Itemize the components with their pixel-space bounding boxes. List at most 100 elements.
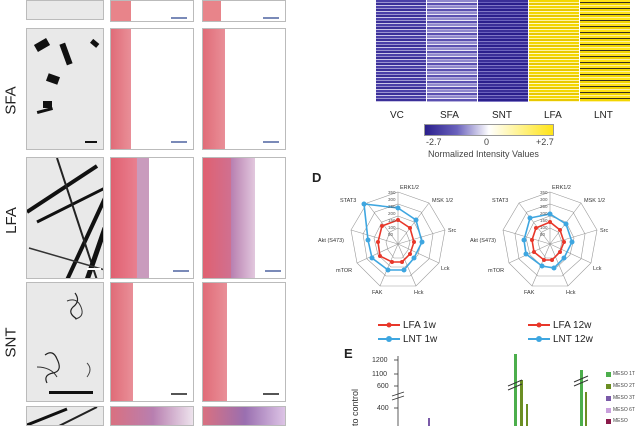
scale-bar	[85, 141, 97, 143]
legend-item-lnt-1w: LNT 1w	[378, 332, 468, 346]
legend-left: LFA 1w LNT 1w	[378, 318, 468, 346]
tem-sfa-panel	[26, 28, 104, 150]
heatmap-label-vc: VC	[390, 110, 404, 121]
axis-label-erk: ERK1/2	[400, 185, 419, 191]
legend-item-e-2: MESO 2T	[606, 380, 640, 392]
series-lnt-1w	[363, 203, 423, 271]
radar-grid	[502, 191, 598, 287]
heatmap-column-lnt	[580, 0, 630, 102]
tick-300: 300	[388, 197, 396, 202]
heatmap-label-lnt: LNT	[594, 110, 613, 121]
heatmap	[376, 0, 630, 104]
bar	[514, 354, 517, 426]
axis-label-fak: FAK	[372, 290, 383, 296]
radar-chart-right: ERK1/2 MSK 1/2 Src Lck Hck FAK mTOR Akt …	[470, 185, 609, 296]
histo-snt-1	[110, 282, 194, 402]
bar	[585, 392, 587, 426]
series-lnt-12w	[523, 213, 573, 269]
row-label-sfa: SFA	[2, 85, 20, 115]
y-tick-1100: 1100	[372, 371, 387, 378]
tick-250: 250	[540, 204, 548, 209]
tick-250: 250	[388, 204, 396, 209]
scale-mid-label: 0	[484, 137, 490, 147]
legend-item-lfa-1w: LFA 1w	[378, 318, 468, 332]
axis-label-msk: MSK 1/2	[432, 198, 453, 204]
scale-bar	[49, 391, 93, 394]
radar-grid	[350, 191, 446, 287]
legend-item-lfa-12w: LFA 12w	[528, 318, 628, 332]
axis-label-src: Src	[600, 228, 609, 234]
heatmap-label-snt: SNT	[492, 110, 512, 121]
heatmap-column-sfa	[427, 0, 477, 102]
histo-sfa-2	[202, 28, 286, 150]
axis-label-mtor: mTOR	[488, 268, 504, 274]
tick-200: 200	[388, 211, 396, 216]
legend-right: LFA 12w LNT 12w	[528, 318, 628, 346]
legend-e: MESO 1T MESO 2T MESO 3T MESO 6T MESO	[606, 368, 640, 426]
histo-top-2	[202, 0, 286, 22]
scale-min-label: -2.7	[426, 137, 442, 147]
heatmap-label-lfa: LFA	[544, 110, 562, 121]
tick-150: 150	[388, 218, 396, 223]
legend-item-e-3: MESO 3T	[606, 392, 640, 404]
histo-sfa-1	[110, 28, 194, 150]
axis-label-stat3: STAT3	[340, 198, 356, 204]
radar-chart-left: ERK1/2 MSK 1/2 Src Lck Hck FAK mTOR Akt …	[318, 185, 457, 296]
tem-top-strip	[26, 0, 104, 20]
legend-item-lnt-12w: LNT 12w	[528, 332, 628, 346]
tick-300: 300	[540, 197, 548, 202]
row-label-lfa: LFA	[2, 206, 20, 234]
scale-caption: Normalized Intensity Values	[428, 149, 539, 159]
tick-150: 150	[540, 218, 548, 223]
bar	[526, 404, 528, 426]
color-scale-bar	[424, 124, 554, 136]
tem-snt-panel	[26, 282, 104, 402]
row-label-snt: SNT	[2, 327, 20, 357]
axis-label-hck: Hck	[566, 290, 576, 296]
tick-350: 350	[388, 190, 396, 195]
series-lfa-1w	[377, 219, 415, 263]
snt-tubes-image	[36, 292, 91, 384]
axis-label-mtor: mTOR	[336, 268, 352, 274]
tick-100: 100	[540, 225, 548, 230]
scale-max-label: +2.7	[536, 137, 554, 147]
legend-item-e-4: MESO 6T	[606, 404, 640, 416]
panel-d-label: D	[312, 170, 322, 185]
axis-label-hck: Hck	[414, 290, 424, 296]
tick-350: 350	[540, 190, 548, 195]
axis-label-fak: FAK	[524, 290, 535, 296]
histo-bottom-2	[202, 406, 286, 426]
axis-label-msk: MSK 1/2	[584, 198, 605, 204]
axis-label-akt: Akt (S473)	[318, 238, 344, 244]
heatmap-column-vc	[376, 0, 426, 102]
axis-label-lck: Lck	[593, 266, 602, 272]
histo-bottom-1	[110, 406, 194, 426]
y-axis-label: to control	[350, 389, 360, 426]
legend-item-e-5: MESO	[606, 416, 640, 426]
heatmap-column-lfa	[529, 0, 579, 102]
sfa-fibers-image	[33, 38, 100, 115]
histo-lfa-2	[202, 157, 286, 279]
axis-label-akt: Akt (S473)	[470, 238, 496, 244]
tem-bottom-strip	[26, 406, 104, 426]
panel-e-label: E	[344, 346, 353, 361]
bar	[428, 418, 430, 426]
histo-snt-2	[202, 282, 286, 402]
legend-item-e-1: MESO 1T	[606, 368, 640, 380]
histo-lfa-1	[110, 157, 194, 279]
lfa-fibers-image	[27, 158, 103, 278]
axis-label-src: Src	[448, 228, 457, 234]
bar	[520, 380, 523, 426]
series-lfa-12w	[531, 221, 565, 261]
heatmap-column-snt	[478, 0, 528, 102]
scale-bar	[87, 268, 101, 270]
y-tick-400: 400	[377, 405, 389, 412]
bar-chart-e: 1200 1100 600 400 to control	[350, 354, 589, 426]
tick-100: 100	[388, 225, 396, 230]
tem-lfa-panel	[26, 157, 104, 279]
tick-200: 200	[540, 211, 548, 216]
y-tick-600: 600	[377, 383, 389, 390]
histo-top-1	[110, 0, 194, 22]
axis-label-stat3: STAT3	[492, 198, 508, 204]
bar	[580, 370, 583, 426]
